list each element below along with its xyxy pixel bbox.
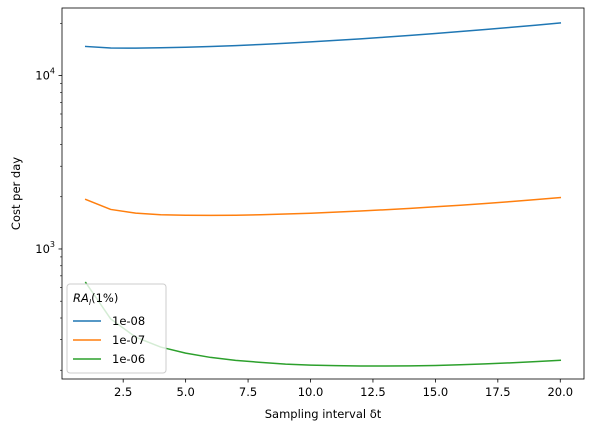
legend-entry-label: 1e-06	[112, 352, 145, 366]
y-tick-label: 103	[35, 240, 55, 256]
x-tick-label: 2.5	[114, 385, 132, 399]
y-tick-label: 104	[35, 67, 55, 83]
y-tick-label-exponent: 3	[50, 240, 55, 249]
x-tick-label: 10.0	[298, 385, 324, 399]
x-tick-label: 20.0	[547, 385, 573, 399]
legend: RAl(1%) 1e-08 1e-07 1e-06	[66, 283, 167, 374]
legend-entry-label: 1e-07	[112, 333, 145, 347]
legend-entry-label: 1e-08	[112, 314, 145, 328]
plot-frame	[61, 7, 585, 380]
x-tick-label: 17.5	[485, 385, 511, 399]
x-tick-label: 7.5	[239, 385, 257, 399]
x-tick-label: 5.0	[176, 385, 194, 399]
legend-title-suffix: (1%)	[91, 291, 118, 305]
y-axis-label: Cost per day	[9, 157, 23, 230]
y-tick-label-base: 10	[35, 242, 50, 256]
x-tick-label: 12.5	[360, 385, 386, 399]
y-tick-label-base: 10	[35, 69, 50, 83]
legend-title-sub: l	[89, 298, 92, 307]
series-line-1	[84, 22, 562, 49]
x-tick-label: 15.0	[423, 385, 449, 399]
y-tick-label-exponent: 4	[50, 67, 55, 76]
legend-entries: 1e-08 1e-07 1e-06	[73, 314, 145, 366]
x-axis-ticks: 2.5 5.0 7.5 10.0 12.5 15.0 17.5 20.0	[114, 379, 573, 399]
legend-title-main: RA	[73, 291, 89, 305]
series-line-2	[84, 196, 562, 217]
legend-frame	[66, 283, 167, 374]
x-axis-label: Sampling interval δt	[265, 407, 382, 421]
legend-title: RAl(1%)	[73, 291, 118, 307]
